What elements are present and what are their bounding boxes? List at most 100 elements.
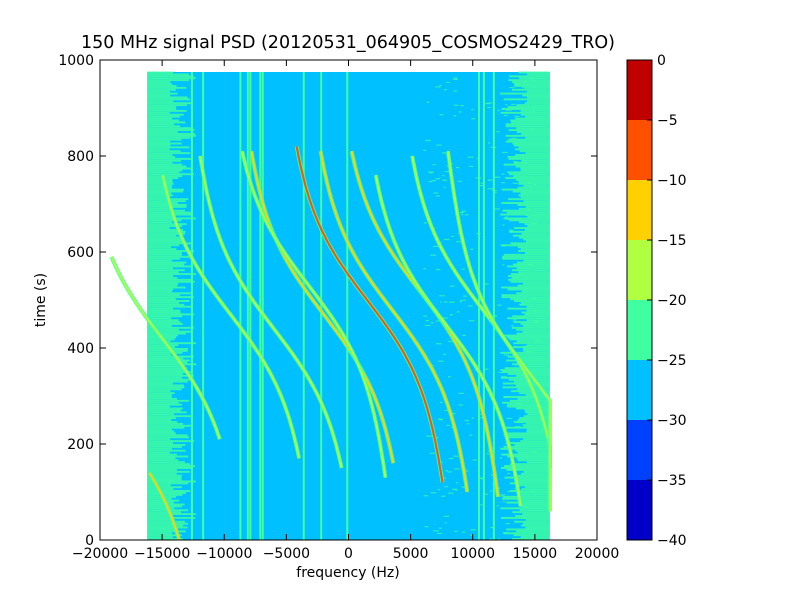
edge-noise-cell: [526, 344, 550, 347]
edge-noise-cell: [147, 86, 187, 89]
edge-noise-cell: [147, 476, 182, 479]
edge-noise-cell: [526, 305, 550, 308]
edge-noise-cell: [147, 324, 172, 327]
edge-noise-cell: [526, 90, 550, 93]
edge-noise-cell: [147, 202, 178, 204]
speckle: [497, 538, 501, 540]
y-tick-label: 600: [67, 245, 94, 261]
edge-noise-cell: [147, 213, 193, 216]
speckle: [444, 89, 448, 91]
edge-noise-cell: [147, 186, 173, 189]
speckle: [483, 493, 489, 495]
edge-noise-cell: [507, 265, 550, 268]
speckle: [449, 314, 452, 316]
heatmap-edge-noise: [147, 71, 550, 541]
edge-noise-cell: [517, 284, 550, 287]
edge-noise-cell: [526, 309, 550, 312]
edge-noise-cell: [147, 438, 171, 441]
edge-noise-cell: [147, 328, 179, 331]
speckle: [443, 186, 446, 189]
speckle: [470, 248, 474, 250]
speckle: [498, 495, 504, 497]
edge-noise-cell: [505, 177, 550, 180]
edge-noise-cell: [147, 273, 196, 276]
speckle: [428, 181, 433, 183]
x-tick-label: −15000: [134, 546, 190, 562]
edge-noise-cell: [147, 294, 181, 297]
edge-noise-cell: [523, 415, 550, 418]
edge-noise-cell: [147, 403, 182, 406]
speckle: [513, 188, 519, 191]
edge-noise-cell: [147, 524, 184, 527]
y-tick-label: 800: [67, 149, 94, 165]
x-tick-label: −20000: [72, 546, 128, 562]
edge-noise-cell: [520, 524, 550, 527]
edge-noise-cell: [516, 127, 550, 130]
edge-noise-cell: [525, 422, 550, 425]
edge-noise-cell: [147, 109, 187, 112]
edge-noise-cell: [147, 397, 177, 400]
edge-noise-cell: [512, 190, 550, 193]
edge-noise-cell: [147, 278, 192, 281]
speckle: [454, 468, 460, 470]
speckle: [452, 413, 456, 415]
speckle: [487, 179, 493, 181]
edge-noise-cell: [147, 388, 182, 391]
edge-noise-cell: [147, 179, 173, 181]
speckle: [436, 195, 441, 197]
edge-noise-cell: [147, 301, 180, 304]
edge-noise-cell: [508, 436, 550, 439]
colorbar: −40 −35 −30 −25 −20 −15 −10 −5 0: [626, 53, 687, 549]
speckle: [456, 311, 460, 313]
colorbar-tick-label: −5: [657, 113, 678, 129]
edge-noise-cell: [147, 205, 187, 208]
edge-noise-cell: [526, 430, 550, 433]
speckle: [511, 532, 517, 534]
edge-noise-cell: [518, 250, 550, 252]
speckle: [486, 453, 489, 455]
edge-noise-cell: [512, 315, 550, 318]
edge-noise-cell: [516, 328, 550, 331]
speckle: [453, 455, 459, 457]
edge-noise-cell: [527, 215, 550, 218]
edge-noise-cell: [509, 230, 550, 233]
edge-noise-cell: [147, 263, 184, 266]
edge-noise-cell: [147, 244, 180, 247]
edge-noise-cell: [521, 232, 550, 235]
edge-noise-cell: [522, 348, 550, 350]
edge-noise-cell: [516, 361, 550, 364]
speckle: [526, 313, 530, 315]
y-axis: 0 200 400 600 800 1000: [58, 53, 597, 549]
edge-noise-cell: [147, 154, 173, 156]
speckle: [521, 86, 525, 88]
edge-noise-cell: [147, 225, 183, 228]
speckle: [505, 109, 512, 111]
speckle: [423, 315, 427, 317]
speckle: [480, 182, 485, 184]
edge-noise-cell: [147, 371, 192, 373]
edge-noise-cell: [526, 461, 550, 464]
edge-noise-cell: [515, 474, 550, 477]
speckle: [506, 218, 511, 220]
edge-noise-cell: [502, 257, 550, 260]
edge-noise-cell: [510, 280, 550, 283]
edge-noise-cell: [147, 261, 187, 264]
edge-noise-cell: [503, 434, 550, 437]
edge-noise-cell: [147, 250, 194, 252]
x-axis-label: frequency (Hz): [296, 565, 399, 581]
edge-noise-cell: [147, 215, 175, 218]
speckle: [461, 210, 466, 212]
edge-noise-cell: [506, 501, 550, 504]
speckle: [461, 214, 464, 216]
edge-noise-cell: [500, 447, 550, 450]
edge-noise-cell: [505, 125, 550, 128]
speckle: [435, 320, 440, 322]
edge-noise-cell: [523, 424, 550, 427]
edge-noise-cell: [147, 134, 196, 137]
edge-noise-cell: [147, 296, 194, 299]
edge-noise-cell: [516, 492, 550, 494]
edge-noise-cell: [521, 290, 550, 293]
speckle: [503, 501, 506, 503]
edge-noise-cell: [147, 255, 191, 258]
